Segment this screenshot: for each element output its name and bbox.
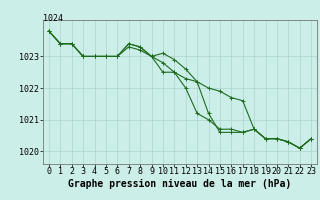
X-axis label: Graphe pression niveau de la mer (hPa): Graphe pression niveau de la mer (hPa)	[68, 179, 292, 189]
Text: 1024: 1024	[43, 14, 63, 23]
